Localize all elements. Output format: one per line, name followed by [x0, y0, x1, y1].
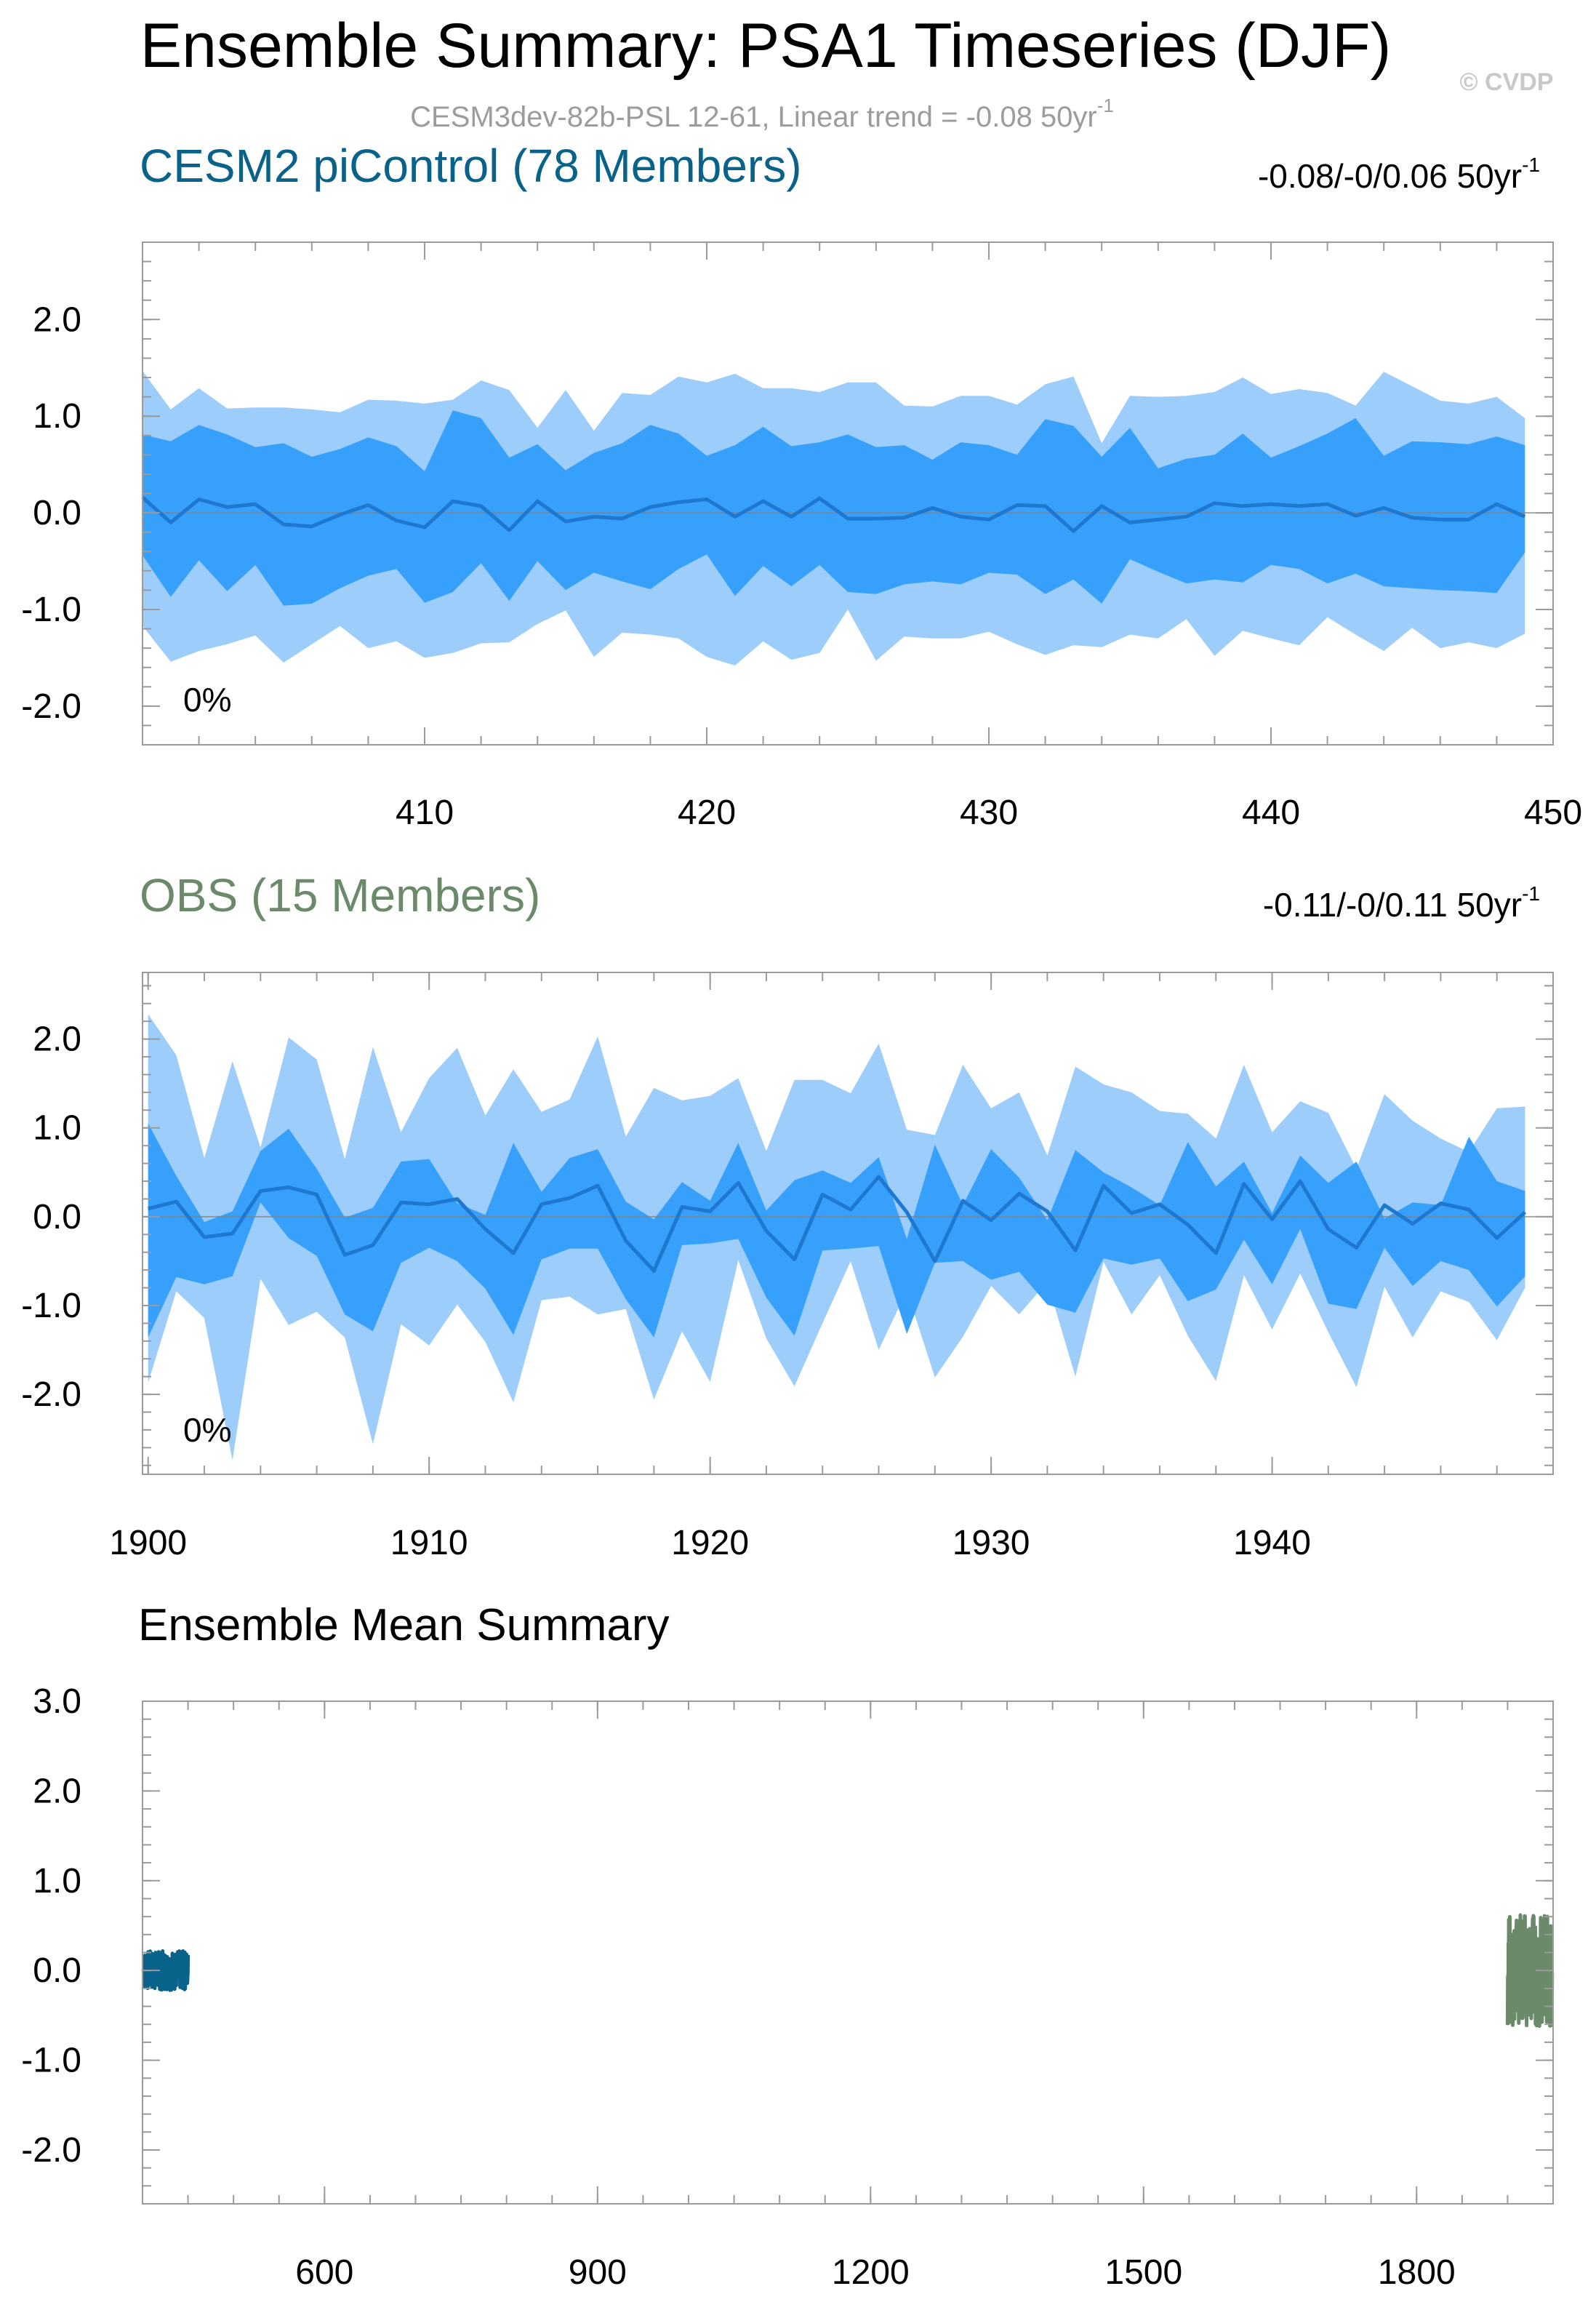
interquartile-band [148, 1123, 1525, 1338]
y-tick-label: -1.0 [21, 591, 81, 629]
panel-cesm2-picontrol: CESM2 piControl (78 Members) -0.08/-0/0.… [21, 140, 1582, 832]
x-tick-label: 450 [1524, 794, 1582, 832]
x-tick-label: 420 [678, 794, 736, 832]
ensemble-mean-series [1505, 1913, 1555, 2029]
x-tick-label: 410 [396, 794, 454, 832]
figure-subtitle: CESM3dev-82b-PSL 12-61, Linear trend = -… [410, 95, 1114, 133]
panel-bot-frame [142, 1700, 1554, 2205]
y-tick-label: 0.0 [33, 1951, 81, 1990]
y-tick-label: 0.0 [33, 494, 81, 532]
y-tick-label: 1.0 [33, 397, 81, 436]
panel-bot-series [141, 1913, 1555, 2029]
x-tick-label: 1500 [1104, 2253, 1182, 2292]
ensemble-mean-line [141, 495, 1526, 533]
x-tick-label: 1930 [953, 1524, 1030, 1562]
y-tick-label: -1.0 [21, 2042, 81, 2080]
panel-top-frame [142, 241, 1554, 746]
x-tick-label: 1910 [390, 1524, 468, 1562]
panel-mid-ticks: -2.0 -1.0 0.0 1.0 2.0 1900 1910 1920 1930 1940 [21, 972, 1554, 1562]
x-tick-label: 430 [960, 794, 1018, 832]
panel-mid-percent-label: 0% [183, 1411, 231, 1449]
y-tick-label: 0.0 [33, 1198, 81, 1236]
y-tick-label: 3.0 [33, 1682, 81, 1721]
ensemble-mean-line [148, 1175, 1527, 1273]
panel-mid-title: OBS (15 Members) [140, 869, 540, 922]
panel-mid-bands [143, 1014, 1553, 1460]
x-tick-label: 1920 [671, 1524, 749, 1562]
y-tick-label: 1.0 [33, 1109, 81, 1148]
ensemble-mean-series [141, 1949, 191, 1992]
panel-top-trend: -0.08/-0/0.06 50yr-1 [1258, 153, 1540, 195]
panel-top-percent-label: 0% [183, 681, 231, 719]
panel-top-bands [141, 370, 1553, 666]
panel-obs: OBS (15 Members) -0.11/-0/0.11 50yr-1 -2… [21, 869, 1554, 1562]
y-tick-label: -2.0 [21, 2131, 81, 2170]
panel-top-title: CESM2 piControl (78 Members) [140, 140, 802, 192]
panel-ensemble-mean: Ensemble Mean Summary -2.0 -1.0 0.0 1.0 2.0 3… [21, 1600, 1555, 2292]
y-tick-label: 2.0 [33, 300, 81, 339]
x-tick-label: 1940 [1233, 1524, 1311, 1562]
figure-subtitle-main: CESM3dev-82b-PSL 12-61, Linear trend = -… [410, 101, 1097, 133]
x-tick-label: 1800 [1378, 2253, 1456, 2292]
panel-top-ticks: -2.0 -1.0 0.0 1.0 2.0 410 420 430 440 450 [21, 241, 1582, 832]
panel-bot-title: Ensemble Mean Summary [138, 1600, 670, 1650]
panel-mid-frame [142, 972, 1554, 1475]
watermark: © CVDP [1460, 68, 1554, 96]
x-tick-label: 900 [569, 2253, 627, 2292]
x-tick-label: 440 [1242, 794, 1300, 832]
figure-title: Ensemble Summary: PSA1 Timeseries (DJF) [140, 11, 1391, 81]
panel-mid-trend: -0.11/-0/0.11 50yr-1 [1263, 882, 1540, 924]
figure-subtitle-sup: -1 [1097, 95, 1114, 116]
y-tick-label: 2.0 [33, 1772, 81, 1810]
y-tick-label: -2.0 [21, 1375, 81, 1414]
panel-bot-ticks: -2.0 -1.0 0.0 1.0 2.0 3.0 600 900 1200 1500 1800 [21, 1682, 1554, 2292]
x-tick-label: 1200 [832, 2253, 910, 2292]
y-tick-label: 1.0 [33, 1862, 81, 1901]
y-tick-label: 2.0 [33, 1020, 81, 1059]
y-tick-label: -2.0 [21, 687, 81, 726]
y-tick-label: -1.0 [21, 1287, 81, 1325]
x-tick-label: 1900 [109, 1524, 187, 1562]
x-tick-label: 600 [295, 2253, 353, 2292]
